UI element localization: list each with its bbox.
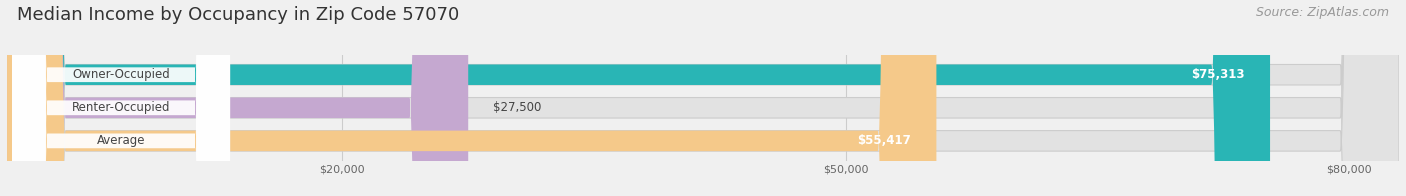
FancyBboxPatch shape bbox=[7, 0, 936, 196]
Text: $75,313: $75,313 bbox=[1191, 68, 1244, 81]
FancyBboxPatch shape bbox=[7, 0, 1399, 196]
FancyBboxPatch shape bbox=[7, 0, 468, 196]
FancyBboxPatch shape bbox=[13, 0, 231, 196]
FancyBboxPatch shape bbox=[13, 0, 231, 196]
Text: Median Income by Occupancy in Zip Code 57070: Median Income by Occupancy in Zip Code 5… bbox=[17, 6, 460, 24]
Text: $27,500: $27,500 bbox=[494, 101, 541, 114]
FancyBboxPatch shape bbox=[7, 0, 1399, 196]
FancyBboxPatch shape bbox=[13, 0, 231, 196]
FancyBboxPatch shape bbox=[7, 0, 1399, 196]
Text: Owner-Occupied: Owner-Occupied bbox=[72, 68, 170, 81]
FancyBboxPatch shape bbox=[7, 0, 1270, 196]
Text: Average: Average bbox=[97, 134, 145, 147]
Text: Renter-Occupied: Renter-Occupied bbox=[72, 101, 170, 114]
Text: Source: ZipAtlas.com: Source: ZipAtlas.com bbox=[1256, 6, 1389, 19]
Text: $55,417: $55,417 bbox=[858, 134, 911, 147]
